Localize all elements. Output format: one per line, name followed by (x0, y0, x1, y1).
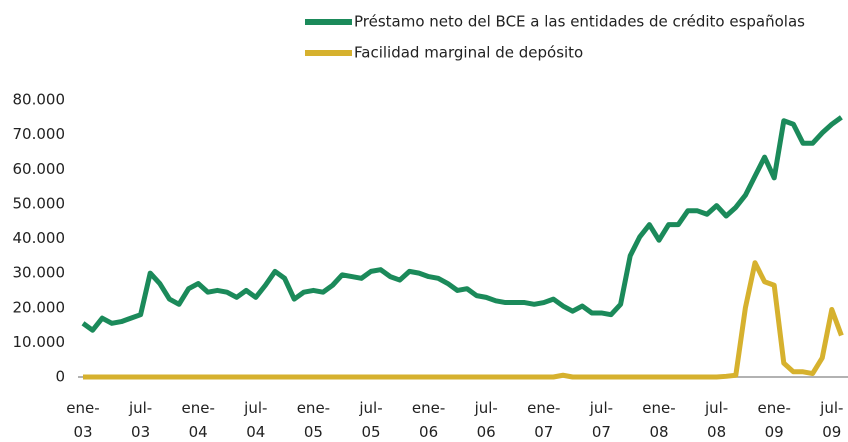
y-tick-label: 20.000 (13, 298, 66, 316)
x-tick-label: jul-05 (358, 399, 382, 439)
y-tick-label: 10.000 (13, 333, 66, 351)
y-tick-label: 40.000 (13, 229, 66, 247)
x-tick-label: ene-06 (412, 399, 445, 439)
y-tick-label: 0 (55, 368, 65, 386)
x-tick-label: jul-06 (474, 399, 498, 439)
x-tick-label: ene-03 (66, 399, 99, 439)
legend-label: Facilidad marginal de depósito (354, 44, 583, 62)
x-tick-label: jul-03 (128, 399, 152, 439)
y-tick-label: 80.000 (13, 91, 66, 109)
x-tick-label: ene-04 (182, 399, 215, 439)
series-line (81, 115, 843, 333)
y-tick-label: 60.000 (13, 160, 66, 178)
x-tick-label: ene-09 (758, 399, 791, 439)
x-tick-label: jul-09 (819, 399, 843, 439)
y-tick-label: 30.000 (13, 264, 66, 282)
y-tick-label: 70.000 (13, 125, 66, 143)
x-tick-label: ene-07 (527, 399, 560, 439)
x-tick-label: jul-08 (704, 399, 728, 439)
x-tick-label: jul-07 (589, 399, 613, 439)
series-line (83, 260, 844, 380)
legend-label: Préstamo neto del BCE a las entidades de… (354, 13, 805, 31)
y-tick-label: 50.000 (13, 194, 66, 212)
x-tick-label: jul-04 (243, 399, 267, 439)
x-tick-label: ene-05 (297, 399, 330, 439)
x-tick-label: ene-08 (642, 399, 675, 439)
